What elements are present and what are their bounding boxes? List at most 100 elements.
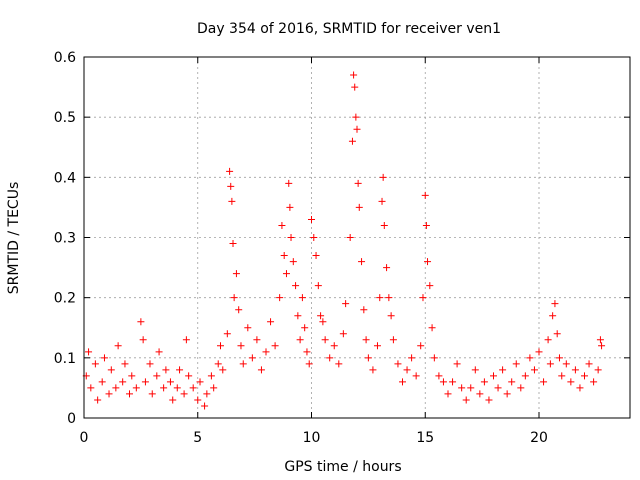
data-point [153, 372, 161, 380]
data-point [551, 300, 559, 308]
data-point [217, 342, 224, 350]
data-point [508, 378, 516, 386]
y-axis-label: SRMTID / TECUs [6, 182, 22, 295]
data-point [590, 378, 598, 386]
data-point [422, 221, 430, 229]
data-point [139, 336, 147, 344]
data-point [453, 360, 461, 368]
data-point [467, 384, 475, 392]
data-point [286, 203, 294, 211]
data-point [214, 360, 222, 368]
data-point [567, 378, 575, 386]
data-point [196, 378, 204, 386]
data-point [351, 83, 359, 91]
data-point [380, 221, 388, 229]
data-point [305, 360, 313, 368]
y-tick-label: 0.5 [54, 110, 76, 126]
data-point [330, 342, 338, 350]
data-point [476, 390, 484, 398]
data-point [128, 372, 136, 380]
chart-title: Day 354 of 2016, SRMTID for receiver ven… [197, 21, 501, 37]
data-point [244, 324, 252, 332]
data-point [314, 282, 322, 290]
data-point [155, 348, 163, 356]
data-point [278, 221, 286, 229]
data-point [419, 294, 427, 302]
data-point [346, 234, 354, 241]
data-point [232, 270, 240, 278]
data-point [417, 342, 425, 350]
data-point [166, 378, 174, 386]
data-point [176, 366, 184, 374]
data-point [194, 396, 202, 404]
grid-lines [84, 57, 630, 418]
data-point [119, 378, 127, 386]
x-tick-label: 10 [303, 430, 321, 446]
data-point [439, 378, 447, 386]
data-point [430, 354, 438, 362]
data-point [182, 336, 190, 344]
data-point [562, 360, 570, 368]
data-point [298, 294, 306, 302]
data-point [494, 384, 502, 392]
data-point [596, 336, 604, 344]
data-point [517, 384, 525, 392]
data-point [146, 360, 154, 368]
data-point [137, 318, 145, 326]
data-point [339, 330, 347, 338]
data-point [321, 336, 329, 344]
data-point [271, 342, 279, 350]
data-point [428, 324, 436, 332]
data-point [257, 366, 265, 374]
data-point [173, 384, 181, 392]
data-point [126, 390, 133, 398]
data-point [239, 360, 247, 368]
data-point [308, 215, 315, 223]
data-point [403, 366, 411, 374]
data-point [598, 342, 606, 350]
data-point [355, 203, 363, 211]
data-point [499, 366, 507, 374]
data-point [107, 366, 115, 374]
axis-ticks: 0 0.1 0.2 0.3 0.4 0.5 0.6 0 5 10 15 20 [54, 50, 630, 446]
data-point [530, 366, 538, 374]
data-point [581, 372, 588, 380]
y-tick-label: 0.3 [54, 231, 76, 247]
data-point [553, 330, 561, 338]
data-point [280, 252, 288, 260]
data-point [303, 348, 311, 356]
data-point [335, 360, 343, 368]
data-point [312, 252, 320, 260]
data-point [229, 240, 237, 248]
y-tick-label: 0 [67, 411, 76, 427]
data-point [223, 330, 231, 338]
data-point [376, 294, 384, 302]
data-point [379, 173, 387, 181]
data-point [132, 384, 140, 392]
data-point [227, 182, 235, 190]
data-point [546, 360, 554, 368]
data-point [540, 378, 548, 386]
data-point [201, 402, 209, 410]
data-point [237, 342, 245, 350]
data-point [360, 306, 368, 314]
data-point [317, 312, 325, 320]
x-tick-label: 20 [530, 430, 548, 446]
data-point [350, 71, 358, 79]
data-point [100, 354, 108, 362]
data-point [319, 318, 327, 326]
data-point [558, 372, 566, 380]
data-point [282, 270, 290, 278]
data-point [267, 318, 275, 326]
data-point [378, 197, 386, 205]
data-point [326, 354, 334, 362]
data-point [189, 384, 197, 392]
data-point [352, 113, 360, 121]
data-point [296, 336, 304, 344]
data-point [462, 396, 470, 404]
data-point [235, 306, 243, 314]
data-point [485, 396, 493, 404]
data-point [210, 384, 218, 392]
